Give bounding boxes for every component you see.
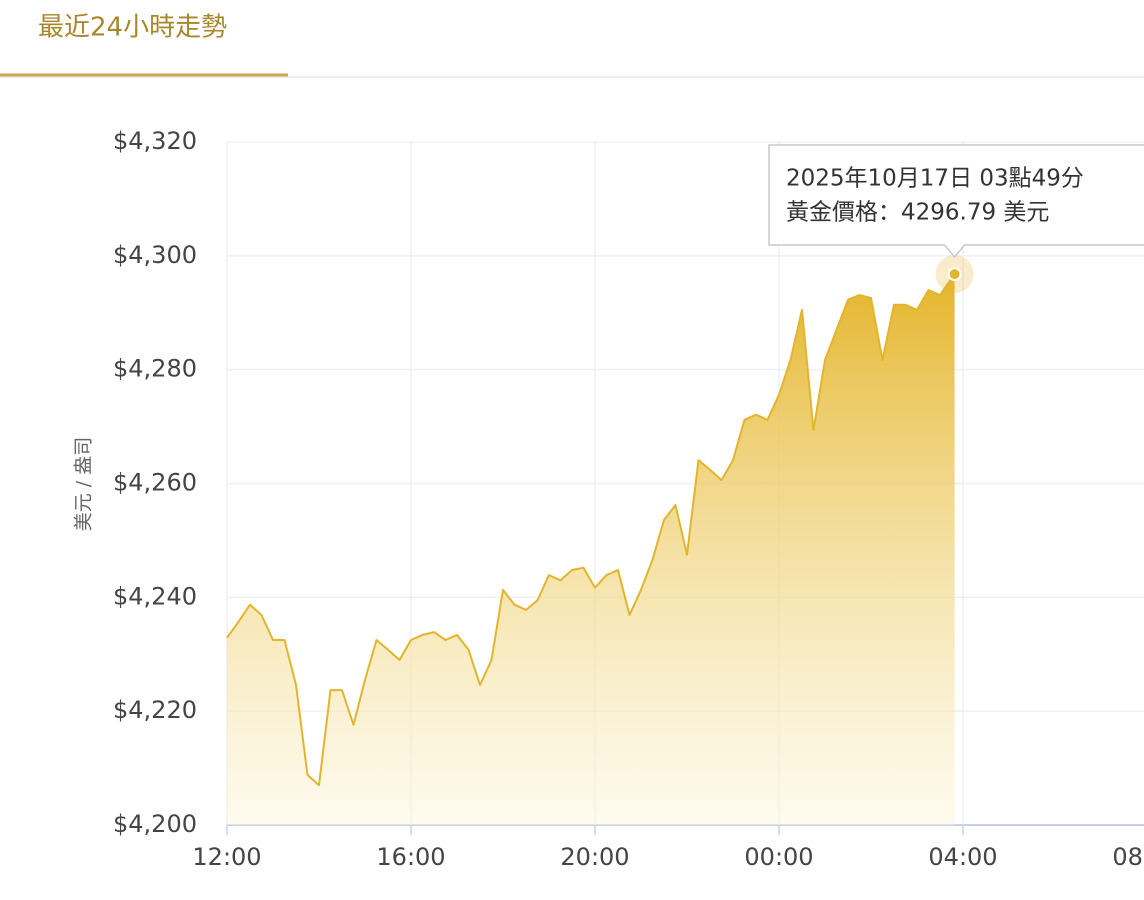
tooltip-date: 2025年10月17日 03點49分 <box>786 166 1084 192</box>
plot: $4,200 $4,220 $4,240 $4,260 $4,280 $4,300 $4,3… <box>113 127 1144 871</box>
x-tick-label: 20:00 <box>560 843 629 871</box>
y-axis-label: 美元 / 盎司 <box>73 437 95 531</box>
y-tick-label: $4,300 <box>113 241 197 269</box>
y-tick-label: $4,320 <box>113 127 197 155</box>
y-tick-label: $4,280 <box>113 355 197 383</box>
area <box>227 274 955 826</box>
tooltip-box <box>768 144 1144 259</box>
x-tick-label: 04:00 <box>928 843 997 871</box>
y-tick-label: $4,240 <box>113 582 197 610</box>
y-tick-label: $4,220 <box>113 696 197 724</box>
y-tick-label: $4,260 <box>113 469 197 497</box>
x-tick-label: 00:00 <box>744 843 813 871</box>
tab-title[interactable]: 最近24小時走勢 <box>38 13 227 43</box>
tooltip-price: 黃金價格：4296.79 美元 <box>786 200 1049 226</box>
line <box>226 273 956 787</box>
y-tick-label: $4,200 <box>113 810 197 838</box>
point <box>947 267 962 282</box>
x-tick-label: 16:00 <box>376 843 445 871</box>
x-tick-label: 12:00 <box>192 843 261 871</box>
x-tick-label: 08:00 <box>1112 843 1144 871</box>
